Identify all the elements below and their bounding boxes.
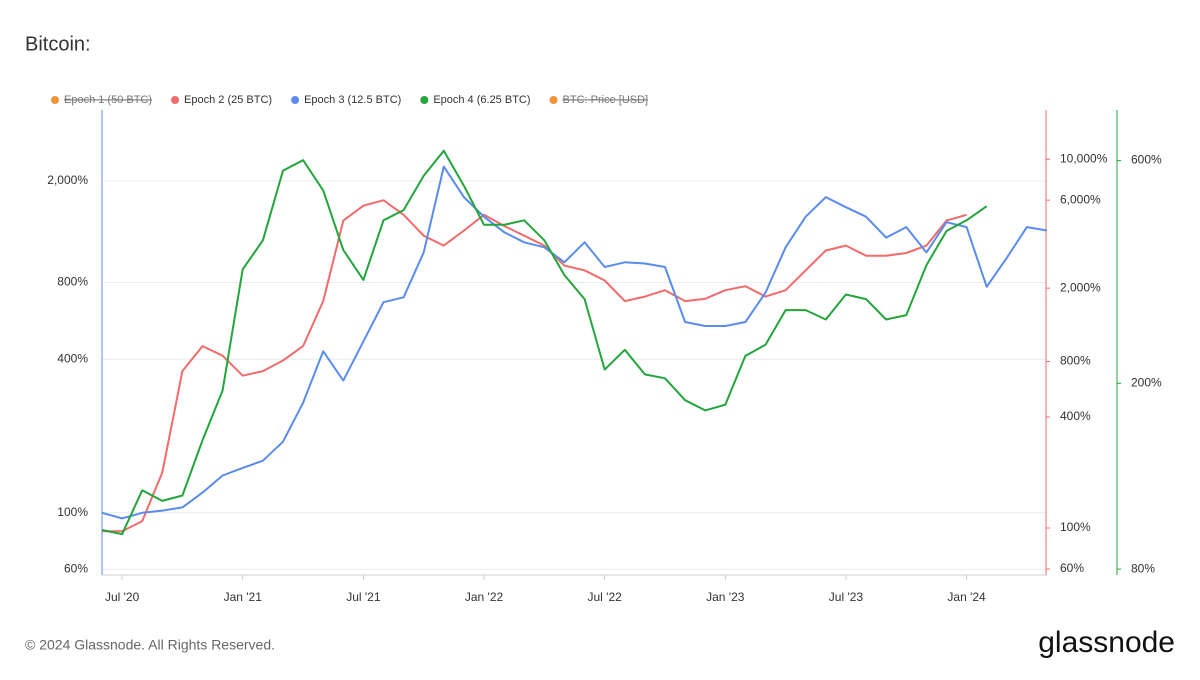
y-tick-label: 2,000% [1060, 280, 1101, 294]
y-tick-label: 100% [57, 505, 88, 519]
y-tick-label: 100% [1060, 520, 1091, 534]
x-tick-label: Jan '22 [465, 590, 504, 604]
y-tick-label: 600% [1131, 153, 1162, 167]
legend-label[interactable]: Epoch 3 (12.5 BTC) [304, 94, 401, 106]
y-tick-label: 60% [64, 561, 88, 575]
y-tick-label: 400% [57, 351, 88, 365]
x-tick-label: Jan '23 [706, 590, 745, 604]
y-tick-label: 2,000% [47, 173, 88, 187]
y-tick-label: 80% [1131, 561, 1155, 575]
legend-marker [51, 96, 59, 104]
footer: © 2024 Glassnode. All Rights Reserved. [25, 637, 275, 653]
legend-marker [549, 96, 558, 104]
x-tick-label: Jul '22 [588, 590, 623, 604]
legend-label[interactable]: Epoch 4 (6.25 BTC) [433, 94, 530, 106]
legend-marker [291, 96, 300, 104]
y-tick-label: 200% [1131, 375, 1162, 389]
x-tick-label: Jan '24 [947, 590, 986, 604]
legend-label[interactable]: Epoch 2 (25 BTC) [184, 94, 272, 106]
series-line [101, 149, 988, 536]
legend-label[interactable]: BTC: Price [USD] [563, 94, 649, 106]
y-tick-label: 800% [57, 275, 88, 289]
y-tick-label: 6,000% [1060, 192, 1101, 206]
x-tick-label: Jul '21 [346, 590, 381, 604]
x-tick-label: Jan '21 [224, 590, 263, 604]
series-line [101, 165, 1048, 520]
y-tick-label: 10,000% [1060, 151, 1108, 165]
brand-logo: glassnode [1038, 626, 1175, 659]
x-tick-label: Jul '20 [105, 590, 140, 604]
y-tick-label: 60% [1060, 561, 1084, 575]
legend-label[interactable]: Epoch 1 (50 BTC) [64, 94, 152, 106]
chart-title: Bitcoin: [25, 33, 91, 55]
series-line [102, 199, 967, 533]
legend-marker [171, 96, 180, 104]
y-tick-label: 800% [1060, 354, 1091, 368]
y-tick-label: 400% [1060, 409, 1091, 423]
legend-marker [420, 96, 429, 104]
x-tick-label: Jul '23 [829, 590, 864, 604]
